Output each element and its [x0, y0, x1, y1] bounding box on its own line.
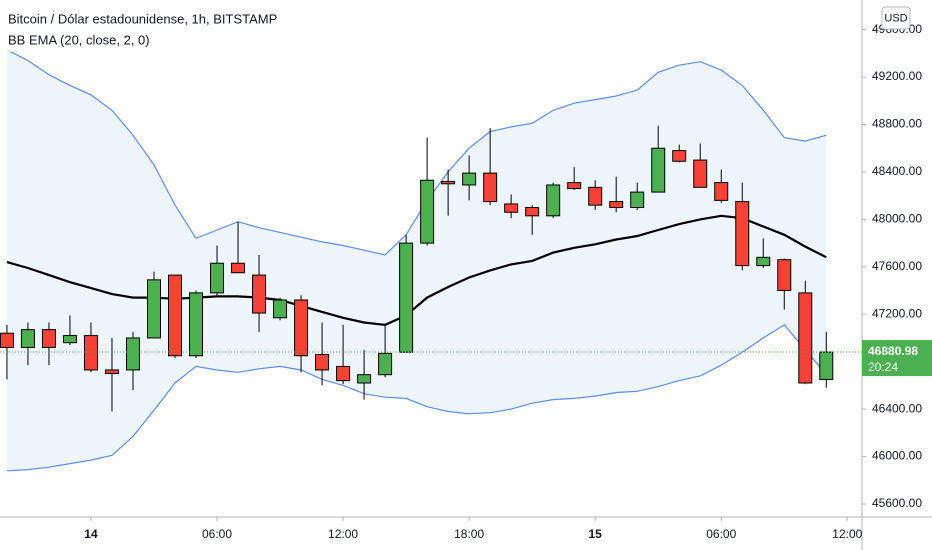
candle-body	[504, 203, 519, 213]
y-tick-label: 45600.00	[872, 496, 922, 510]
last-price-tag	[862, 340, 932, 377]
candle-body	[609, 201, 624, 209]
y-tick-label: 47200.00	[872, 306, 922, 320]
candle-body	[252, 274, 267, 314]
axes: 45600.0046000.0046400.0046800.0047200.00…	[84, 22, 932, 541]
candle-body	[62, 335, 77, 344]
x-tick-label: 18:00	[454, 527, 484, 541]
band-basis	[6, 214, 827, 327]
currency-button[interactable]	[881, 6, 911, 30]
candle-body	[672, 150, 687, 162]
candle-body	[125, 337, 140, 371]
candle-body	[273, 299, 288, 319]
candle-body	[231, 262, 246, 274]
y-tick-label: 48800.00	[872, 117, 922, 131]
candle-body	[546, 184, 561, 217]
candle-body	[483, 172, 498, 203]
candle-body	[819, 351, 834, 380]
candle-body	[189, 292, 204, 357]
candle-body	[630, 191, 645, 209]
candle-body	[294, 299, 309, 357]
band-upper	[6, 49, 827, 256]
y-tick-label: 49200.00	[872, 69, 922, 83]
x-tick-label: 12:00	[832, 527, 862, 541]
candle-body	[777, 259, 792, 292]
candle-body	[588, 186, 603, 206]
x-tick-label: 14	[84, 527, 98, 541]
y-tick-label: 47600.00	[872, 259, 922, 273]
candle-body	[168, 274, 183, 357]
candle-body	[20, 329, 35, 348]
candle-body	[567, 182, 582, 190]
x-tick-label: 06:00	[706, 527, 736, 541]
candle-body	[357, 374, 372, 384]
x-tick-label: 12:00	[328, 527, 358, 541]
candle-body	[0, 332, 14, 348]
candle-body	[210, 262, 225, 294]
y-tick-label: 46000.00	[872, 449, 922, 463]
candle-body	[441, 180, 456, 185]
candle-body	[651, 147, 666, 193]
legend-bg	[0, 0, 240, 52]
candle-body	[756, 256, 771, 267]
candle-body	[693, 159, 708, 188]
candle-body	[420, 179, 435, 244]
band-lower	[6, 324, 827, 472]
countdown-label: 20:24	[868, 360, 898, 374]
y-tick-label: 46400.00	[872, 401, 922, 415]
y-tick-label: 48400.00	[872, 164, 922, 178]
y-tick-label: 48000.00	[872, 212, 922, 226]
plot-area	[0, 49, 862, 472]
x-tick-label: 06:00	[202, 527, 232, 541]
candle-body	[315, 354, 330, 371]
candle-body	[41, 329, 56, 348]
candle-body	[104, 369, 119, 375]
indicator-label: BB EMA (20, close, 2, 0)	[8, 32, 150, 47]
candle-body	[146, 279, 161, 339]
band-fill	[6, 49, 827, 471]
currency-label[interactable]: USD	[884, 12, 907, 24]
candle-body	[336, 365, 351, 382]
candle-body	[399, 242, 414, 353]
candle-body	[83, 335, 98, 371]
x-tick-label: 15	[589, 527, 603, 541]
candle-body	[525, 207, 540, 217]
candle-body	[798, 292, 813, 384]
candle-body	[378, 352, 393, 376]
last-price-label: 46880.98	[868, 344, 918, 358]
candle-body	[462, 172, 477, 186]
candle-body	[714, 182, 729, 201]
candle-body	[735, 201, 750, 267]
chart-title: Bitcoin / Dólar estadounidense, 1h, BITS…	[8, 11, 277, 26]
